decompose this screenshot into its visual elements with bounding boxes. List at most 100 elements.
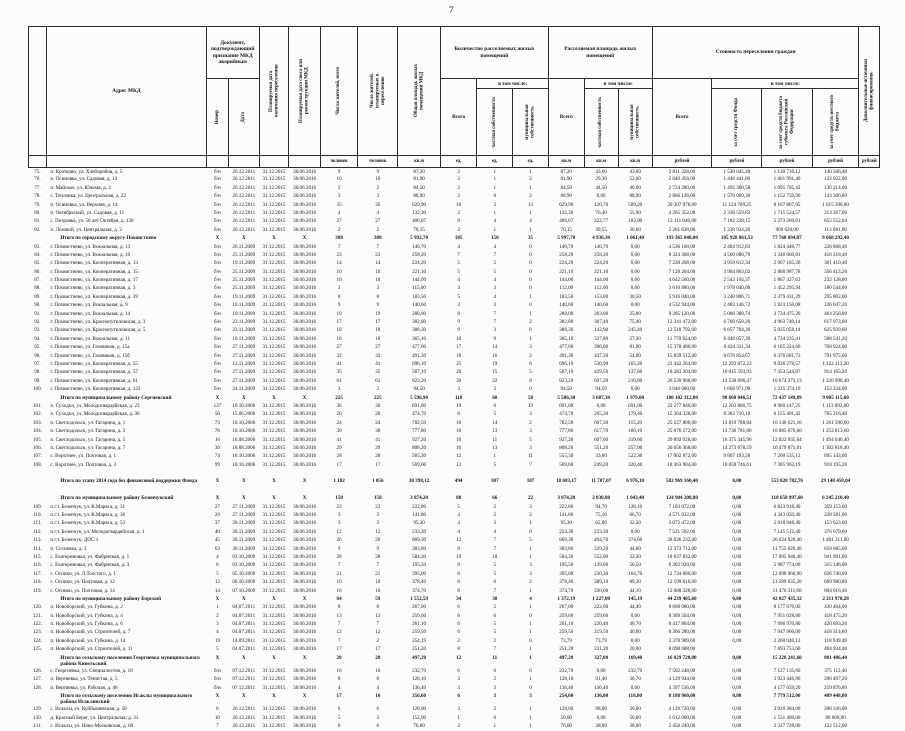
area-private-cell: 224,20 [594,260,609,267]
residents-total-cell: 24 [336,419,342,426]
mkd-area-cell: 76,60 [413,723,425,730]
area-private-cell: 38,00 [595,723,607,730]
area-private-cell: 4 936,30 [592,235,611,242]
mkd-area-cell: 254,19 [412,637,427,644]
residents-total-cell: 16 [336,667,342,674]
extra-sources-cell [859,512,880,520]
mkd-area-cell: 365,10 [412,335,427,342]
residents-plan-cell: 20 [375,411,381,418]
extra-sources-cell [859,243,880,251]
area-municipal-cell: 0,00 [630,251,640,258]
units-private-cell: 2 [493,637,497,644]
area-municipal-cell: 0,00 [630,386,640,393]
mkd-area-cell: 497,20 [412,654,427,661]
address-cell: г. Похвистнево, ул. Газовиков, д. 15б [50,352,130,359]
cost-subject-cell: 1 531 400,00 [773,714,801,721]
resettle-date-cell: 31.12.2015 [262,520,286,527]
residents-plan-cell: 12 [375,528,381,535]
extra-sources-cell [859,621,880,629]
doc-number-cell: б/н [214,369,221,376]
row-number: 111. [33,520,42,527]
mkd-area-cell: 356,60 [412,693,427,700]
mkd-area-cell: 84,50 [413,184,425,191]
resettle-date-cell: 31.12.2015 [262,209,286,216]
cost-total-cell: 4 397 536,00 [668,684,696,691]
units-municipal-cell: 6 [529,327,532,334]
units-municipal-cell: 1 [529,335,532,342]
area-private-cell: 136,00 [594,693,609,700]
cost-subject-cell: 15 228 241,60 [772,654,802,661]
cost-fund-cell: 2 484 912,83 [723,243,751,250]
mkd-area-cell: 388,30 [412,327,427,334]
demolish-date-cell: 30.06.2016 [293,411,317,418]
table-row: 105. п. Светлодольск, ул. Гагарина, д. 5 1… [29,436,880,444]
residents-total-cell: 27 [336,344,342,351]
cost-subject-cell: 10 146 621,16 [772,419,802,426]
doc-date-cell: 27.11.2009 [232,369,256,376]
units-municipal-cell: 1 [529,706,532,713]
resettle-date-cell: 31.12.2015 [262,453,286,460]
units-private-cell: 9 [493,335,497,342]
mkd-area-cell: 259,50 [412,629,427,636]
cost-fund-cell: 0,00 [732,706,742,713]
doc-number-cell: б/н [214,168,221,175]
area-private-cell: 142,90 [594,327,609,334]
units-municipal-cell: 5 [529,369,532,376]
address-cell: п. Суходол, ул. Молодогвардейская, д. 23 [50,402,140,409]
demolish-date-cell: 30.06.2016 [293,293,317,300]
extra-sources-cell [859,436,880,444]
residents-total-cell: 8 [337,676,341,683]
unit-ed: ед. [439,155,478,168]
units-total-cell: 8 [457,310,460,317]
mkd-area-cell: 183,50 [412,293,427,300]
area-municipal-cell: 75,40 [629,319,641,326]
doc-date-cell: 24.11.2009 [232,386,256,393]
residents-total-cell: 225 [335,394,343,401]
mkd-area-cell: 491,30 [412,352,427,359]
units-municipal-cell: 1 [529,654,532,661]
units-private-cell: 5 [493,411,497,418]
col-units-total: Всего [439,78,478,156]
cost-fund-cell: 0,00 [732,637,742,644]
cost-local-cell: 29 148 458,04 [820,478,851,485]
cost-fund-cell: 14 538 696,47 [722,377,752,384]
units-total-cell: 8 [457,411,460,418]
demolish-date-cell: 30.06.2016 [293,419,317,426]
doc-number-cell: 6 [216,562,219,569]
residents-total-cell: 41 [336,360,342,367]
cost-fund-cell: 4 560 088,79 [723,251,751,258]
address-cell: с. Тепловка, ул. Центральная, д. 22 [50,193,126,200]
cost-total-cell: 8 608 080,00 [668,604,696,611]
area-private-cell: 73,79 [595,637,607,644]
area-total-cell: 808,20 [559,444,574,451]
cost-subject-cell: 12 022 935,64 [772,436,802,443]
units-total-cell: 8 [457,218,460,225]
cost-total-cell: 4 265 352,00 [668,209,696,216]
units-private-cell: 14 [492,344,498,351]
cost-fund-cell: 6 857 794,26 [723,327,751,334]
address-cell: п.г.т. Безенчук, ДОС 1 [50,537,99,544]
row-number: 77. [34,184,41,191]
doc-date-cell: 26.12.2011 [232,723,256,730]
cost-total-cell: 12 734 800,00 [667,570,697,577]
area-private-cell: 233,30 [594,528,609,535]
demolish-date-cell: 30.06.2016 [293,461,317,468]
residents-plan-cell: 17 [375,646,381,653]
cost-total-cell: 8 417 864,00 [668,621,696,628]
mkd-area-cell: 258,20 [412,251,427,258]
mkd-area-cell: 691,60 [412,402,427,409]
cost-subject-cell: 3 348 060,81 [773,251,801,258]
cost-total-cell: 2 866 136,00 [668,193,696,200]
cost-subject-cell: 2 866 987,78 [773,268,801,275]
row-number: 113. [33,537,42,544]
area-municipal-cell: 0,00 [630,637,640,644]
units-private-cell: 22 [492,377,498,384]
extra-sources-cell [859,579,880,587]
units-total-cell: 25 [456,360,462,367]
demolish-date-cell: 30.06.2016 [293,352,317,359]
units-total-cell: 8 [457,562,460,569]
resettle-date-cell: X [272,235,276,242]
address-cell: с. Воротнее, ул. Почтовая, д. 3 [50,461,117,468]
cost-total-cell: 7 521 592,00 [668,528,696,535]
area-municipal-cell: 1 061,40 [626,235,645,242]
